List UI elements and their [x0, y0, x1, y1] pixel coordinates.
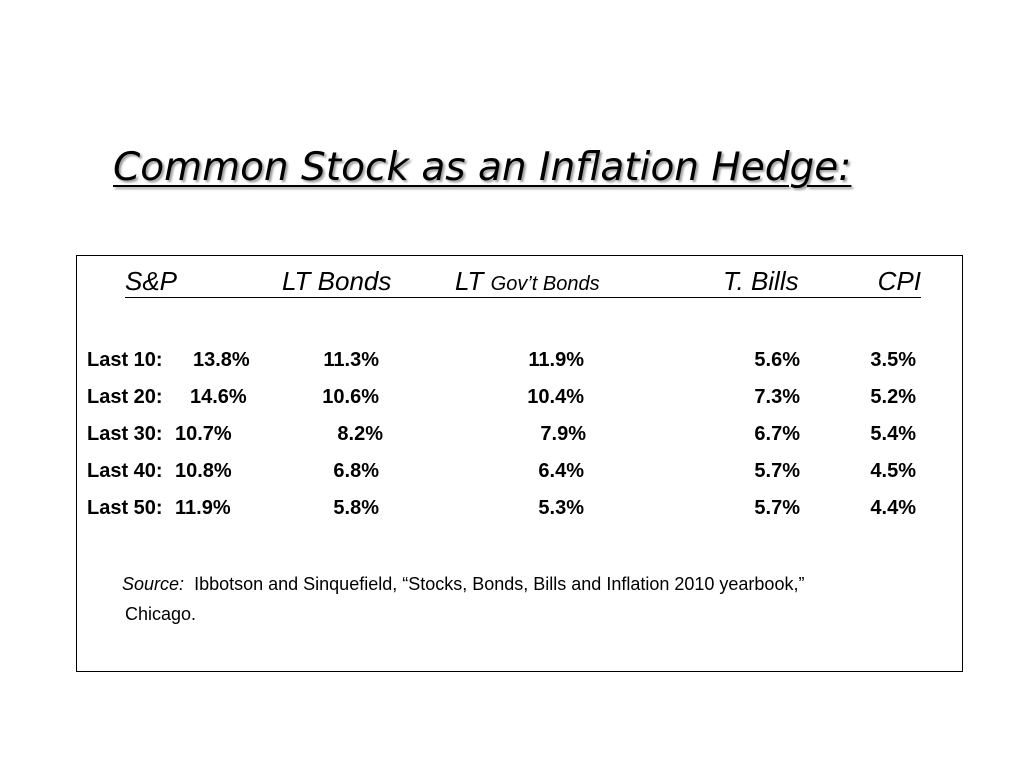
cell-cpi: 5.4%	[870, 423, 916, 445]
header-sp: S&P	[125, 266, 178, 296]
cell-cpi: 4.5%	[870, 460, 916, 482]
cell-lt-govt-bonds: 6.4%	[538, 460, 584, 482]
cell-lt-bonds: 11.3%	[323, 349, 379, 371]
cell-lt-bonds: 8.2%	[337, 423, 383, 445]
cell-sp: 10.7%	[175, 423, 232, 445]
table-row: Last 20: 14.6% 10.6% 10.4% 7.3% 5.2%	[0, 386, 1024, 416]
cell-t-bills: 7.3%	[754, 386, 800, 408]
source-label: Source:	[122, 574, 185, 594]
header-lt-prefix: LT	[455, 266, 484, 296]
cell-sp: 11.9%	[175, 497, 231, 519]
row-label: Last 20:	[87, 386, 163, 408]
header-t-bills: T. Bills	[723, 266, 799, 296]
cell-cpi: 3.5%	[870, 349, 916, 371]
cell-lt-bonds: 10.6%	[322, 386, 379, 408]
cell-lt-bonds: 5.8%	[333, 497, 379, 519]
source-text-line2: Chicago.	[125, 604, 197, 624]
row-label: Last 40:	[87, 460, 163, 482]
cell-sp: 13.8%	[193, 349, 250, 371]
header-lt-bonds: LT Bonds	[282, 266, 392, 296]
row-label: Last 30:	[87, 423, 163, 445]
header-lt-govt-bonds: LT Gov’t Bonds	[455, 266, 600, 297]
row-label: Last 50:	[87, 497, 163, 519]
cell-cpi: 5.2%	[870, 386, 916, 408]
cell-sp: 14.6%	[190, 386, 247, 408]
table-row: Last 10: 13.8% 11.3% 11.9% 5.6% 3.5%	[0, 349, 1024, 379]
cell-lt-govt-bonds: 7.9%	[540, 423, 586, 445]
cell-t-bills: 6.7%	[754, 423, 800, 445]
header-govt-bonds: Gov’t Bonds	[490, 273, 600, 295]
table-row: Last 40: 10.8% 6.8% 6.4% 5.7% 4.5%	[0, 460, 1024, 490]
row-label: Last 10:	[87, 349, 163, 371]
cell-lt-govt-bonds: 5.3%	[538, 497, 584, 519]
cell-sp: 10.8%	[175, 460, 232, 482]
source-citation: Source: Ibbotson and Sinquefield, “Stock…	[122, 569, 922, 629]
cell-lt-govt-bonds: 10.4%	[527, 386, 584, 408]
cell-t-bills: 5.7%	[754, 497, 800, 519]
cell-lt-govt-bonds: 11.9%	[528, 349, 584, 371]
table-header: S&P LT Bonds LT Gov’t Bonds T. Bills CPI	[125, 264, 921, 298]
cell-t-bills: 5.6%	[754, 349, 800, 371]
slide-title: Common Stock as an Inflation Hedge:	[113, 145, 852, 190]
cell-cpi: 4.4%	[870, 497, 916, 519]
source-text: Ibbotson and Sinquefield, “Stocks, Bonds…	[194, 574, 805, 594]
table-row: Last 50: 11.9% 5.8% 5.3% 5.7% 4.4%	[0, 497, 1024, 527]
header-cpi: CPI	[877, 266, 921, 296]
cell-lt-bonds: 6.8%	[333, 460, 379, 482]
table-frame	[76, 255, 963, 672]
cell-t-bills: 5.7%	[754, 460, 800, 482]
table-row: Last 30: 10.7% 8.2% 7.9% 6.7% 5.4%	[0, 423, 1024, 453]
